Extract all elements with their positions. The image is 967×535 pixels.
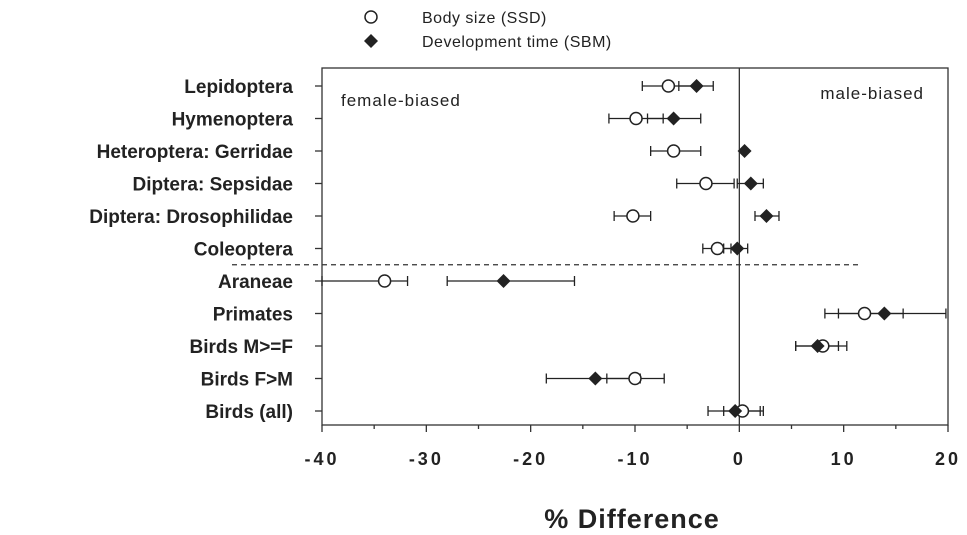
data-point-body-size — [626, 209, 640, 223]
data-point-body-size — [629, 111, 643, 126]
legend-item-development-time: Development time (SBM) — [364, 34, 612, 51]
legend: Body size (SSD) Development time (SBM) — [364, 10, 612, 51]
data-point-body-size — [377, 274, 392, 288]
data-point-development-time — [737, 144, 752, 158]
category-label: Diptera: Drosophilidae — [89, 207, 293, 228]
annotation-male-biased: male-biased — [820, 84, 924, 103]
reference-lines — [232, 68, 860, 425]
data-point-body-size — [661, 79, 676, 93]
x-tick-label: 0 — [733, 449, 746, 469]
category-label: Araneae — [218, 272, 293, 293]
annotation-female-biased: female-biased — [341, 91, 461, 110]
x-tick-label: -20 — [513, 449, 548, 469]
data-point-development-time — [666, 111, 681, 126]
data-point-body-size — [666, 144, 681, 158]
legend-filled-diamond-icon — [364, 34, 378, 48]
category-label: Birds F>M — [201, 370, 293, 391]
data-marks — [321, 79, 947, 418]
category-label: Coleoptera — [194, 240, 294, 261]
legend-item-body-size: Body size (SSD) — [364, 10, 547, 27]
data-point-development-time — [728, 404, 743, 418]
category-label: Birds M>=F — [190, 337, 293, 358]
legend-label-body-size: Body size (SSD) — [422, 10, 547, 27]
data-point-development-time — [877, 306, 892, 321]
data-point-development-time — [759, 209, 774, 223]
x-axis-label: % Difference — [544, 504, 720, 534]
category-label: Primates — [213, 305, 293, 326]
x-tick-label: -10 — [617, 449, 652, 469]
data-point-development-time — [588, 371, 603, 386]
category-labels: Lepidoptera Hymenoptera Heteroptera: Gerri… — [89, 77, 322, 423]
data-point-development-time — [743, 176, 758, 191]
legend-label-development-time: Development time (SBM) — [422, 34, 612, 51]
category-label: Diptera: Sepsidae — [133, 175, 294, 196]
category-label: Heteroptera: Gerridae — [97, 142, 293, 163]
x-tick-label: -30 — [409, 449, 444, 469]
x-tick-label: 10 — [831, 449, 857, 469]
data-point-body-size — [857, 306, 872, 321]
data-point-development-time — [730, 241, 745, 256]
data-point-body-size — [699, 176, 713, 191]
data-point-development-time — [496, 274, 511, 288]
legend-open-circle-icon — [364, 10, 378, 24]
x-tick-label: -40 — [304, 449, 339, 469]
category-label: Hymenoptera — [172, 110, 294, 131]
data-point-body-size — [710, 241, 725, 256]
category-label: Birds (all) — [205, 402, 293, 423]
x-axis: -40 -30 -20 -10 0 10 20 — [304, 425, 961, 469]
data-point-development-time — [810, 339, 825, 353]
data-point-development-time — [689, 79, 704, 93]
x-tick-label: 20 — [935, 449, 961, 469]
category-label: Lepidoptera — [184, 77, 293, 98]
data-point-body-size — [628, 371, 642, 386]
